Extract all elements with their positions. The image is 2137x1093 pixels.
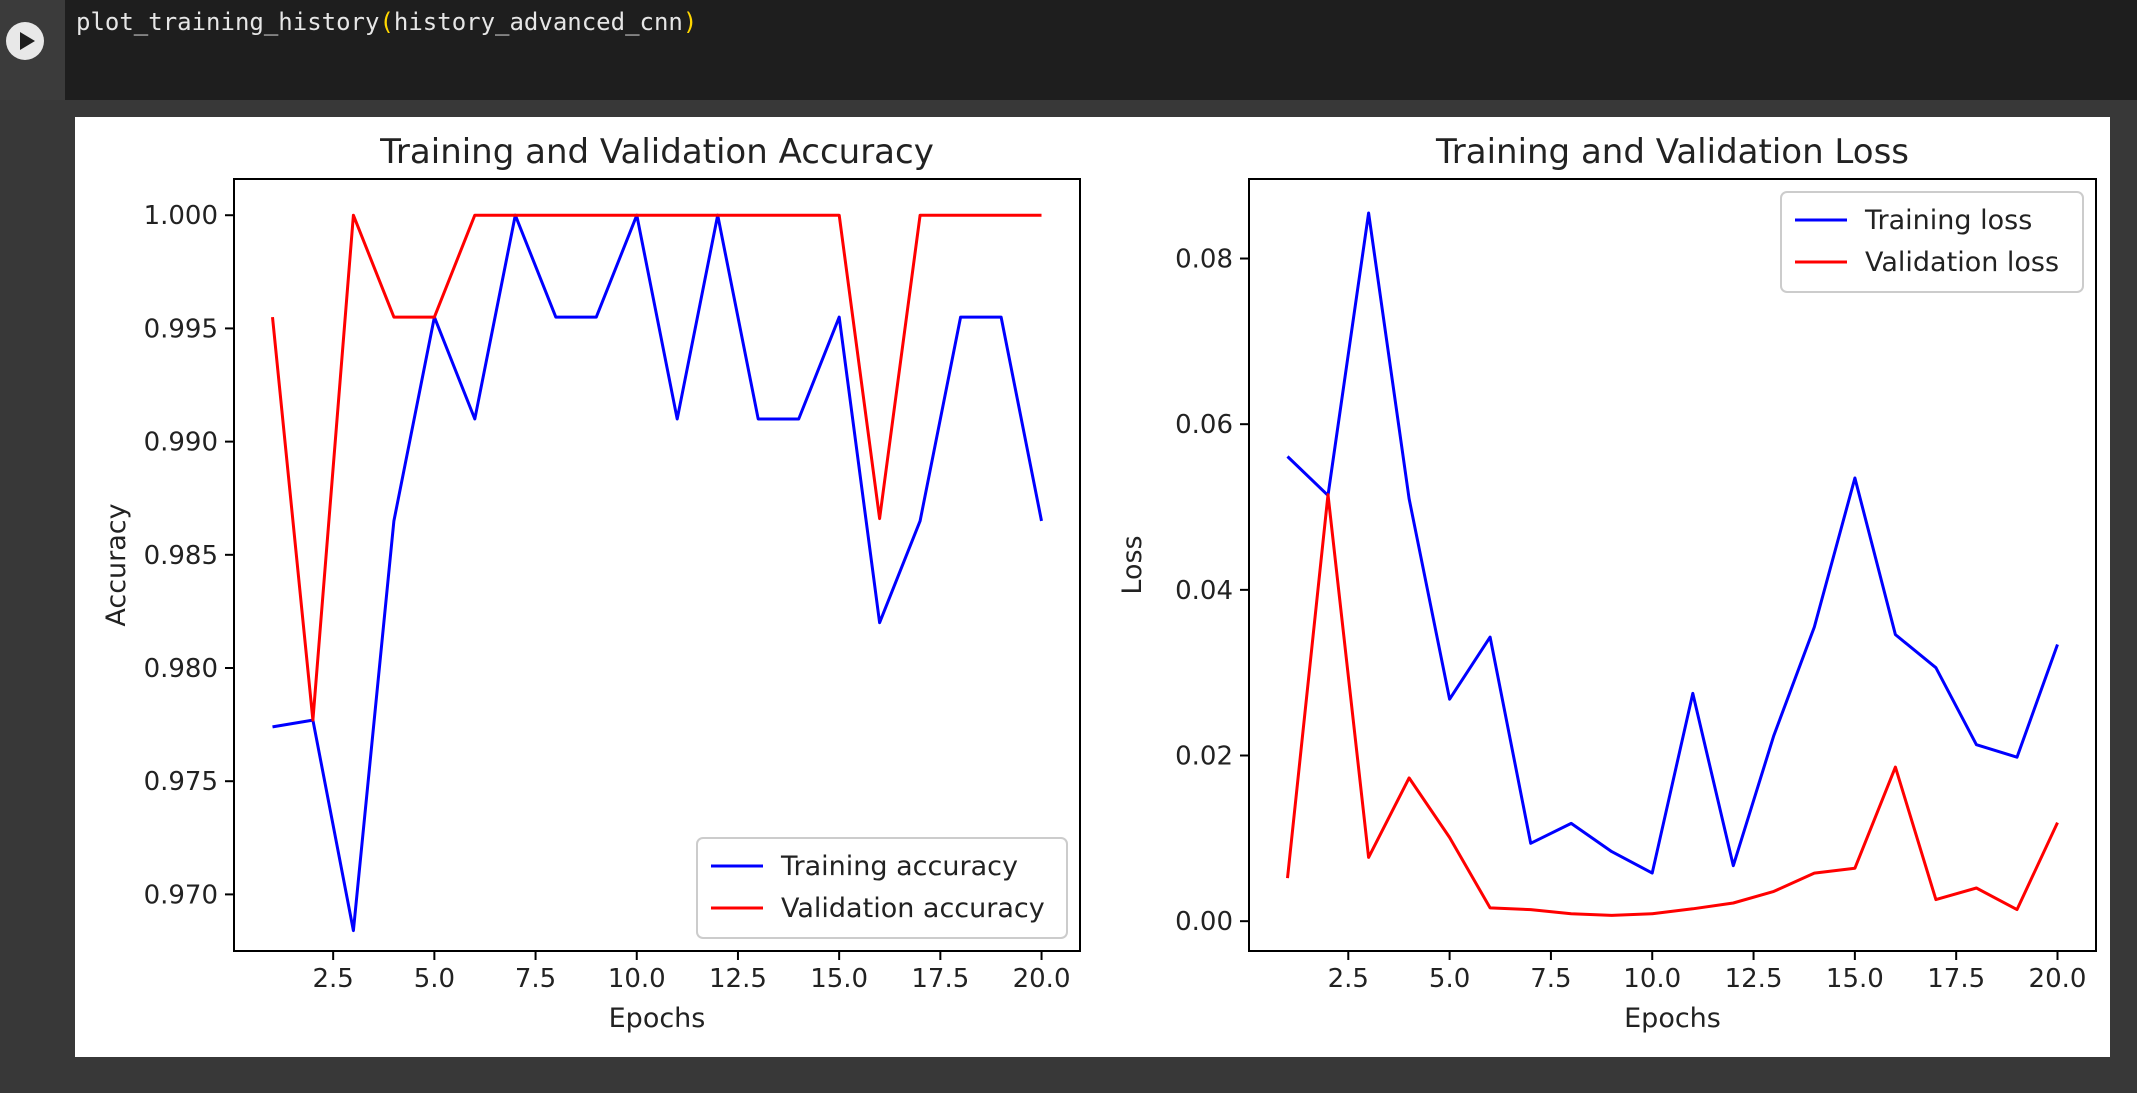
- play-icon: [20, 32, 35, 50]
- x-axis-label: Epochs: [609, 1003, 706, 1034]
- code-cell[interactable]: plot_training_history(history_advanced_c…: [0, 0, 2137, 100]
- series-line-training-loss: [1286, 211, 2059, 875]
- code-open-paren: (: [379, 8, 394, 36]
- legend-label: Training loss: [1864, 205, 2032, 236]
- x-tick-label: 7.5: [1530, 964, 1571, 994]
- x-tick-label: 5.0: [414, 964, 455, 994]
- cell-output: Training and Validation Accuracy 2.5 5.0 7.…: [75, 117, 2110, 1057]
- y-axis-label: Accuracy: [101, 503, 132, 626]
- series-line-validation-accuracy: [271, 213, 1042, 722]
- x-tick-label: 2.5: [312, 964, 353, 994]
- legend-label: Training accuracy: [780, 851, 1018, 882]
- y-tick-label: 0.08: [1175, 245, 1233, 275]
- legend-label: Validation accuracy: [781, 893, 1045, 924]
- chart-2: Training and Validation Loss 2.5 5.0 7.5 10.…: [1117, 132, 2097, 1034]
- code-function-name: plot_training_history: [76, 8, 380, 36]
- x-tick-label: 2.5: [1328, 964, 1369, 994]
- legend: Training accuracy Validation accuracy: [696, 837, 1068, 939]
- y-tick-label: 0.970: [144, 880, 218, 910]
- y-axis-label: Loss: [1117, 535, 1148, 594]
- y-tick-label: 0.02: [1175, 742, 1233, 772]
- x-axis-label: Epochs: [1624, 1003, 1721, 1034]
- y-tick-label: 0.06: [1175, 410, 1233, 440]
- x-tick-label: 15.0: [1826, 964, 1884, 994]
- legend: Training loss Validation loss: [1780, 191, 2084, 293]
- y-tick-label: 0.00: [1175, 907, 1233, 937]
- run-cell-button[interactable]: [6, 22, 44, 60]
- x-tick-label: 20.0: [1013, 964, 1071, 994]
- figure: Training and Validation Accuracy 2.5 5.0 7.…: [101, 132, 2097, 1034]
- plot-frame: [233, 178, 1081, 952]
- legend-box: [696, 837, 1068, 939]
- chart-1: Training and Validation Accuracy 2.5 5.0 7.…: [101, 132, 1081, 1034]
- code-close-paren: ): [682, 8, 698, 36]
- cell-gutter: [0, 0, 65, 100]
- x-tick-label: 10.0: [1623, 964, 1681, 994]
- x-tick-label: 10.0: [608, 964, 666, 994]
- x-tick-label: 17.5: [1927, 964, 1985, 994]
- y-tick-label: 0.04: [1175, 576, 1233, 606]
- x-tick-label: 5.0: [1429, 964, 1470, 994]
- y-tick-label: 0.980: [144, 654, 218, 684]
- chart-title: Training and Validation Accuracy: [379, 132, 934, 172]
- series-line-training-accuracy: [272, 213, 1043, 933]
- x-tick-label: 12.5: [1725, 964, 1783, 994]
- x-tick-label: 17.5: [911, 964, 969, 994]
- chart-title: Training and Validation Loss: [1435, 132, 1909, 172]
- y-tick-label: 0.995: [144, 314, 218, 344]
- y-tick-label: 0.985: [144, 541, 218, 571]
- y-tick-label: 0.975: [144, 767, 218, 797]
- legend-box: [1780, 191, 2084, 293]
- legend-label: Validation loss: [1865, 247, 2059, 278]
- x-tick-label: 7.5: [515, 964, 556, 994]
- y-tick-label: 1.000: [144, 201, 218, 231]
- code-argument: history_advanced_cnn: [393, 8, 683, 36]
- code-editor-line[interactable]: plot_training_history(history_advanced_c…: [76, 8, 697, 36]
- x-tick-label: 15.0: [810, 964, 868, 994]
- x-tick-label: 20.0: [2029, 964, 2087, 994]
- series-line-validation-loss: [1286, 493, 2059, 917]
- y-tick-label: 0.990: [144, 428, 218, 458]
- plot-frame: [1248, 178, 2097, 952]
- x-tick-label: 12.5: [709, 964, 767, 994]
